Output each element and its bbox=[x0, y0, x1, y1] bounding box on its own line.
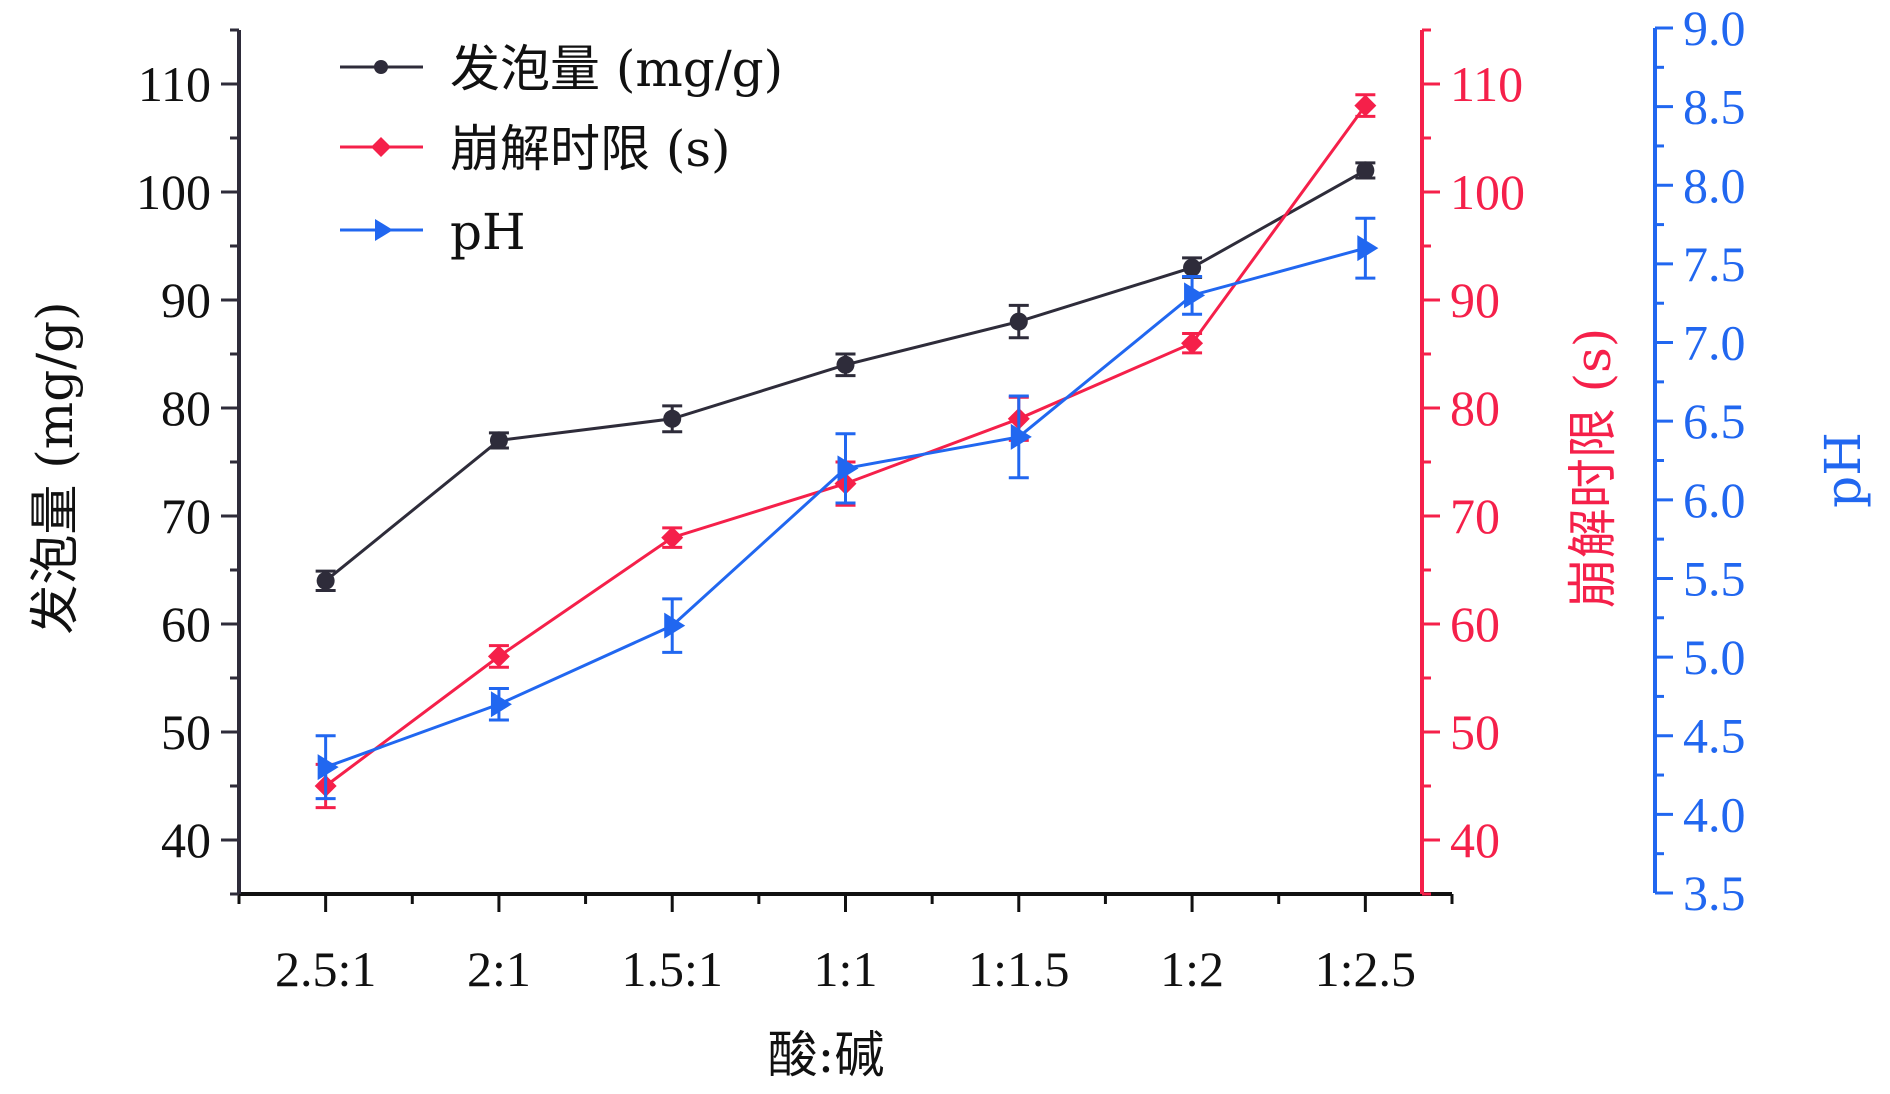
data-point bbox=[1357, 235, 1379, 262]
y-right-tick-label: 60 bbox=[1450, 596, 1500, 652]
x-tick-label: 2:1 bbox=[467, 941, 531, 997]
y-right-tick-label: 40 bbox=[1450, 812, 1500, 868]
x-tick-label: 1:2 bbox=[1160, 941, 1224, 997]
y-left-tick-label: 80 bbox=[161, 380, 211, 436]
y-right2-tick-label: 8.0 bbox=[1683, 157, 1746, 213]
data-point bbox=[837, 455, 859, 482]
data-point bbox=[661, 526, 684, 549]
legend-circle-marker-icon bbox=[374, 60, 388, 74]
y-right-tick-label: 90 bbox=[1450, 272, 1500, 328]
data-point bbox=[490, 691, 512, 718]
data-point bbox=[489, 431, 508, 450]
legend-item-disintegration: 崩解时限 (s) bbox=[340, 120, 731, 178]
x-tick-label: 1:2.5 bbox=[1315, 941, 1416, 997]
plot-area bbox=[314, 93, 1379, 810]
y-left-tick-label: 110 bbox=[138, 56, 211, 112]
legend-label-ph: pH bbox=[450, 203, 526, 261]
data-point bbox=[316, 571, 335, 590]
series-circle bbox=[315, 161, 1376, 593]
series-line bbox=[325, 246, 1366, 769]
y-right2-tick-label: 6.0 bbox=[1683, 472, 1746, 528]
legend-item-foaming: 发泡量 (mg/g) bbox=[340, 40, 783, 98]
data-point bbox=[664, 612, 686, 639]
y-right2-tick-label: 5.5 bbox=[1683, 550, 1746, 606]
y-right2-tick-label: 8.5 bbox=[1683, 79, 1746, 135]
x-tick-label: 1.5:1 bbox=[622, 941, 723, 997]
y-left-tick-label: 100 bbox=[136, 164, 211, 220]
y-right2-tick-label: 4.0 bbox=[1683, 786, 1746, 842]
data-point bbox=[487, 645, 510, 668]
legend-item-ph: pH bbox=[340, 203, 526, 261]
x-axis-title: 酸:碱 bbox=[768, 1026, 885, 1084]
y-right2-tick-label: 7.5 bbox=[1683, 236, 1746, 292]
data-point bbox=[1181, 332, 1204, 355]
y-left-tick-label: 40 bbox=[161, 812, 211, 868]
y-left-tick-label: 60 bbox=[161, 596, 211, 652]
y-left-tick-label: 70 bbox=[161, 488, 211, 544]
y-right-tick-label: 80 bbox=[1450, 380, 1500, 436]
y-right-tick-label: 50 bbox=[1450, 704, 1500, 760]
y-left-tick-label: 50 bbox=[161, 704, 211, 760]
data-point bbox=[1356, 161, 1375, 180]
y-axis-ph-title: pH bbox=[1814, 432, 1872, 508]
legend-triangle-marker-icon bbox=[375, 219, 393, 241]
data-point bbox=[836, 355, 855, 374]
y-right2-tick-label: 5.0 bbox=[1683, 629, 1746, 685]
axes: 2.5:1 2:1 1.5:1 1:1 1:1.5 1:2 1:2.5 40 50 60 70 80 9… bbox=[136, 0, 1746, 997]
y-left-tick-label: 90 bbox=[161, 272, 211, 328]
legend-diamond-marker-icon bbox=[371, 137, 391, 157]
y-right-tick-label: 100 bbox=[1450, 164, 1525, 220]
legend: 发泡量 (mg/g) 崩解时限 (s) pH bbox=[340, 40, 783, 261]
y-right2-tick-label: 4.5 bbox=[1683, 708, 1746, 764]
y-right2-tick-label: 9.0 bbox=[1683, 0, 1746, 56]
data-point bbox=[1010, 423, 1032, 450]
data-point bbox=[1354, 94, 1377, 117]
data-point bbox=[1184, 282, 1206, 309]
data-point bbox=[317, 754, 339, 781]
series-triangle-right bbox=[315, 216, 1379, 801]
y-right-tick-label: 110 bbox=[1450, 56, 1523, 112]
legend-label-foaming: 发泡量 (mg/g) bbox=[450, 40, 783, 98]
legend-label-disintegration: 崩解时限 (s) bbox=[450, 120, 731, 178]
x-tick-label: 1:1.5 bbox=[968, 941, 1069, 997]
x-tick-label: 1:1 bbox=[814, 941, 878, 997]
y-right2-tick-label: 6.5 bbox=[1683, 393, 1746, 449]
y-axis-right-title: 崩解时限 (s) bbox=[1564, 328, 1622, 609]
data-point bbox=[1009, 312, 1028, 331]
data-point bbox=[1183, 258, 1202, 277]
x-tick-label: 2.5:1 bbox=[275, 941, 376, 997]
y-right2-tick-label: 7.0 bbox=[1683, 315, 1746, 371]
y-right2-tick-label: 3.5 bbox=[1683, 865, 1746, 921]
y-right-tick-label: 70 bbox=[1450, 488, 1500, 544]
y-axis-left-title: 发泡量 (mg/g) bbox=[26, 301, 84, 634]
data-point bbox=[663, 409, 682, 428]
